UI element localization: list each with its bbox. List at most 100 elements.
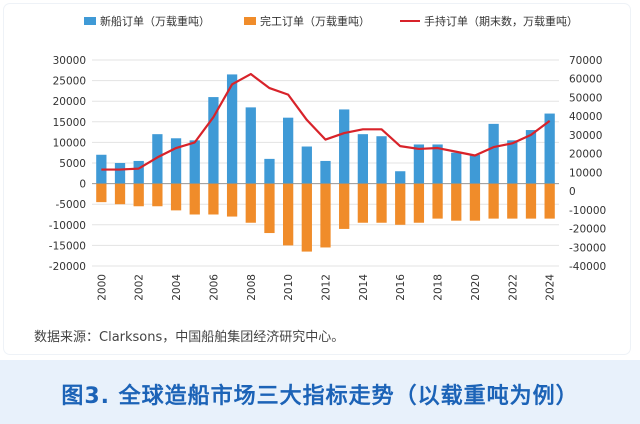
bar-completions <box>451 183 462 221</box>
bar-completions <box>170 183 182 211</box>
legend-label-completions: 完工订单（万载重吨） <box>260 14 370 28</box>
bar-completions <box>133 183 144 207</box>
bar-completions <box>152 183 163 207</box>
left-tick-label: 0 <box>79 179 86 191</box>
source-note: 数据来源：Clarksons，中国船舶集团经济研究中心。 <box>34 330 345 345</box>
bar-new-orders <box>339 109 350 184</box>
bar-new-orders <box>544 113 555 184</box>
left-tick-label: 15000 <box>53 117 86 129</box>
bar-new-orders <box>264 158 275 184</box>
x-tick-label: 2016 <box>395 274 407 301</box>
right-axis: 70000 60000 50000 40000 30000 20000 10000 0 -100… <box>569 55 606 273</box>
bar-new-orders <box>451 152 462 184</box>
bar-completions <box>114 183 126 205</box>
line-series <box>101 72 551 171</box>
bar-completions <box>264 183 275 234</box>
bar-completions <box>339 183 350 229</box>
bar-completions <box>189 183 200 215</box>
left-tick-label: 10000 <box>53 137 86 149</box>
right-tick-label: 0 <box>569 186 576 198</box>
bar-new-orders <box>413 144 425 184</box>
left-tick-label: -5000 <box>55 199 86 211</box>
x-tick-label: 2004 <box>171 274 183 301</box>
left-tick-label: 5000 <box>59 158 86 170</box>
bar-completions <box>301 183 312 252</box>
bar-series <box>96 74 555 252</box>
bar-completions <box>469 183 481 221</box>
chart-card: 30000 25000 20000 15000 10000 5000 0 -5000 -1000… <box>4 4 630 354</box>
bar-new-orders <box>152 134 163 184</box>
figure-caption: 图3. 全球造船市场三大指标走势（以载重吨为例） <box>61 384 579 409</box>
legend-swatch-completions <box>244 17 256 25</box>
chart: 300002500020000150001000050000-5000-1000… <box>49 14 606 301</box>
bar-completions <box>544 183 555 219</box>
bar-new-orders <box>376 136 387 184</box>
x-tick-label: 2012 <box>321 274 333 301</box>
caption-band <box>0 360 640 424</box>
bar-completions <box>525 183 537 219</box>
left-axis: 30000 25000 20000 15000 10000 5000 0 -5000 -1000… <box>49 55 86 273</box>
left-tick-label: 25000 <box>53 76 86 88</box>
right-tick-label: -30000 <box>569 242 606 254</box>
bar-new-orders <box>488 123 499 184</box>
bar-new-orders <box>395 171 406 184</box>
x-axis: 2000 2002 2004 2006 2008 2010 2012 2014 2016 2018… <box>96 274 556 301</box>
x-tick-label: 2018 <box>433 274 445 301</box>
x-tick-label: 2008 <box>246 274 258 301</box>
right-tick-label: 30000 <box>569 130 602 142</box>
x-tick-label: 2020 <box>470 274 482 301</box>
line-orderbook <box>101 72 551 171</box>
bar-completions <box>357 183 368 223</box>
right-tick-label: 60000 <box>569 74 602 86</box>
bar-completions <box>376 183 387 223</box>
right-tick-label: 20000 <box>569 149 602 161</box>
left-tick-label: -20000 <box>49 261 86 273</box>
right-tick-label: 70000 <box>569 55 602 67</box>
bar-new-orders <box>469 154 481 184</box>
bar-completions <box>245 183 256 223</box>
bar-new-orders <box>283 117 294 184</box>
bar-new-orders <box>357 134 368 184</box>
bar-completions <box>226 183 238 217</box>
bar-new-orders <box>320 160 331 184</box>
legend: 新船订单（万载重吨） 完工订单（万载重吨） 手持订单（期末数，万载重吨） <box>84 14 578 28</box>
bar-completions <box>320 183 331 248</box>
right-tick-label: 50000 <box>569 92 602 104</box>
bar-completions <box>507 183 518 219</box>
bar-completions <box>283 183 294 246</box>
bar-completions <box>96 183 107 203</box>
bar-new-orders <box>208 97 219 184</box>
left-tick-label: -15000 <box>49 240 86 252</box>
right-tick-label: -20000 <box>569 224 606 236</box>
x-tick-label: 2006 <box>208 274 220 301</box>
bar-new-orders <box>432 144 443 184</box>
x-tick-label: 2024 <box>545 274 557 301</box>
bar-new-orders <box>133 160 144 184</box>
bar-new-orders <box>245 107 256 184</box>
bar-new-orders <box>114 163 126 184</box>
right-tick-label: 40000 <box>569 111 602 123</box>
bar-completions <box>488 183 499 219</box>
right-tick-label: -40000 <box>569 261 606 273</box>
bar-completions <box>432 183 443 219</box>
x-tick-label: 2022 <box>507 274 519 301</box>
bar-completions <box>395 183 406 225</box>
right-tick-label: 10000 <box>569 167 602 179</box>
x-tick-label: 2014 <box>358 274 370 301</box>
left-tick-label: -10000 <box>49 220 86 232</box>
bar-new-orders <box>170 138 182 184</box>
bar-new-orders <box>525 130 537 184</box>
right-tick-label: -10000 <box>569 205 606 217</box>
x-tick-label: 2010 <box>283 274 295 301</box>
legend-label-new-orders: 新船订单（万载重吨） <box>100 14 210 28</box>
left-tick-label: 20000 <box>53 96 86 108</box>
bar-completions <box>208 183 219 215</box>
left-tick-label: 30000 <box>53 55 86 67</box>
bar-new-orders <box>226 74 238 184</box>
bar-new-orders <box>301 146 312 184</box>
bar-new-orders <box>507 140 518 184</box>
bar-completions <box>413 183 425 223</box>
x-tick-label: 2002 <box>134 274 146 301</box>
bar-new-orders <box>189 140 200 184</box>
legend-swatch-new-orders <box>84 17 96 25</box>
